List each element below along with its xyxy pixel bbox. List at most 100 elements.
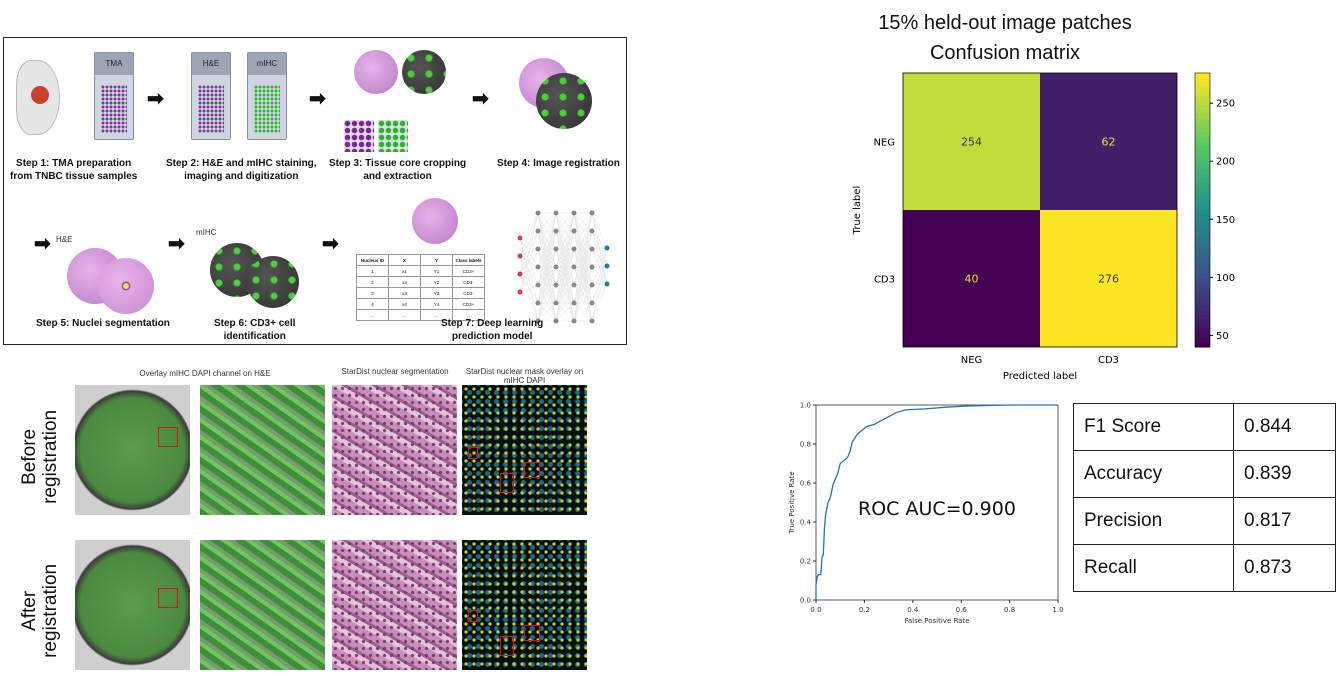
colorbar-segment: [1195, 127, 1210, 133]
arrow-icon: ➡: [168, 233, 185, 255]
colorbar-segment: [1195, 104, 1210, 111]
colorbar-segment: [1195, 214, 1210, 220]
nn-edge: [519, 212, 539, 275]
he-patch-icon: [412, 198, 458, 244]
nn-node: [535, 246, 541, 252]
colorbar-segment: [1195, 164, 1210, 170]
roc-chart: 0.0 0.2 0.4 0.6 0.8 1.0 0.0 0.2 0.4 0.6 0.8 1.0 Fals…: [788, 402, 1064, 626]
mihc-slide: mIHC: [247, 52, 287, 140]
mihc-core-icon: [536, 73, 592, 129]
nn-node: [553, 300, 559, 306]
colorbar-segment: [1195, 319, 1210, 325]
x-axis-label: False Positive Rate: [904, 617, 969, 625]
table-cell: ...: [388, 309, 421, 321]
table-cell: ...: [420, 309, 453, 321]
zoom-region-box: [158, 427, 178, 447]
table-cell: 4: [356, 298, 389, 310]
nn-edge: [573, 302, 593, 322]
x-tick-label: 0.0: [810, 606, 821, 614]
nn-node: [589, 246, 595, 252]
nn-edge: [555, 212, 575, 286]
matrix-cell: [903, 210, 1040, 347]
colorbar-segment: [1195, 296, 1210, 302]
he-cores-icon: [344, 120, 374, 152]
y-axis-label: True Positive Rate: [788, 471, 796, 534]
table-cell: x3: [388, 287, 421, 299]
nn-node: [589, 228, 595, 234]
colorbar-segment: [1195, 123, 1210, 129]
colorbar-segment: [1195, 223, 1210, 229]
colorbar-tick-label: 50: [1216, 331, 1229, 342]
colorbar-segment: [1195, 251, 1210, 257]
colorbar-segment: [1195, 182, 1210, 188]
colorbar-segment: [1195, 260, 1210, 266]
nn-edge: [591, 283, 608, 322]
table-cell: CD3-: [452, 287, 485, 299]
metric-value: 0.839: [1233, 450, 1336, 498]
metric-row: Precision 0.817: [1073, 497, 1336, 545]
he-label: H&E: [56, 235, 73, 244]
nn-edge: [555, 212, 575, 322]
nn-node: [604, 263, 610, 269]
metric-label: F1 Score: [1073, 403, 1234, 451]
mihc-identification-icon: [247, 256, 299, 308]
nn-node: [535, 228, 541, 234]
table-cell: CD3+: [452, 265, 485, 277]
table-cell: x4: [388, 298, 421, 310]
colorbar-segment: [1195, 287, 1210, 293]
nn-node: [604, 245, 610, 251]
nn-edge: [591, 265, 608, 322]
step-5-label: Step 5: Nuclei segmentation: [36, 318, 170, 329]
nn-edge: [519, 212, 539, 293]
colorbar-segment: [1195, 310, 1210, 316]
col-header-overlay: Overlay mIHC DAPI channel on H&E: [139, 369, 271, 378]
row-label-before: Before registration: [19, 409, 61, 504]
colorbar-segment: [1195, 292, 1210, 298]
colorbar-segment: [1195, 109, 1210, 115]
nn-node: [517, 253, 523, 259]
colorbar-segment: [1195, 178, 1210, 184]
table-cell: 2: [356, 276, 389, 288]
step-4-label: Step 4: Image registration: [497, 158, 620, 169]
tissue-image-sd: [332, 540, 457, 670]
colorbar-segment: [1195, 246, 1210, 252]
colorbar-segment: [1195, 241, 1210, 248]
y-tick-label: CD3: [874, 275, 895, 286]
confusion-matrix-chart: 254 62 40 276 NEG CD3 NEG CD3 Predicted label Tru…: [852, 72, 1235, 382]
nn-edge: [573, 248, 593, 322]
col-header-mask-overlay: StarDist nuclear mask overlay on mIHC DA…: [465, 367, 584, 386]
table-cell: CD3+: [452, 298, 485, 310]
nn-edge: [537, 212, 557, 304]
colorbar-segment: [1195, 278, 1210, 284]
nn-edge: [555, 212, 575, 232]
arrow-icon: ➡: [147, 88, 164, 110]
nn-node: [571, 246, 577, 252]
x-tick-label: 0.2: [859, 606, 870, 614]
colorbar-segment: [1195, 168, 1210, 174]
tumor-icon: [31, 86, 49, 104]
x-tick-label: 0.6: [956, 606, 968, 614]
y-tick-label: 1.0: [800, 402, 811, 410]
table-cell: Y1: [420, 265, 453, 277]
colorbar-segment: [1195, 200, 1210, 206]
nn-edge: [519, 291, 539, 322]
cell-value: 62: [1102, 136, 1116, 149]
nn-edge: [573, 212, 593, 322]
nn-edge: [591, 212, 608, 249]
x-tick-label: CD3: [1098, 355, 1119, 366]
nn-edge: [591, 247, 608, 268]
colorbar-segment: [1195, 196, 1210, 202]
neural-network-icon: [517, 210, 610, 324]
arrow-icon: ➡: [34, 233, 51, 255]
metric-row: Recall 0.873: [1073, 544, 1336, 592]
roc-curve: [815, 404, 1058, 600]
table-cell: Y2: [420, 276, 453, 288]
colorbar-segment: [1195, 118, 1210, 124]
colorbar-segment: [1195, 77, 1210, 83]
matrix-cell: [903, 73, 1040, 210]
colorbar-segment: [1195, 232, 1210, 238]
roc-auc-annotation: ROC AUC=0.900: [858, 498, 1016, 520]
nn-edge: [555, 284, 575, 322]
table-row: 3 x3 Y3 CD3-: [356, 287, 485, 299]
nn-edge: [519, 212, 539, 239]
